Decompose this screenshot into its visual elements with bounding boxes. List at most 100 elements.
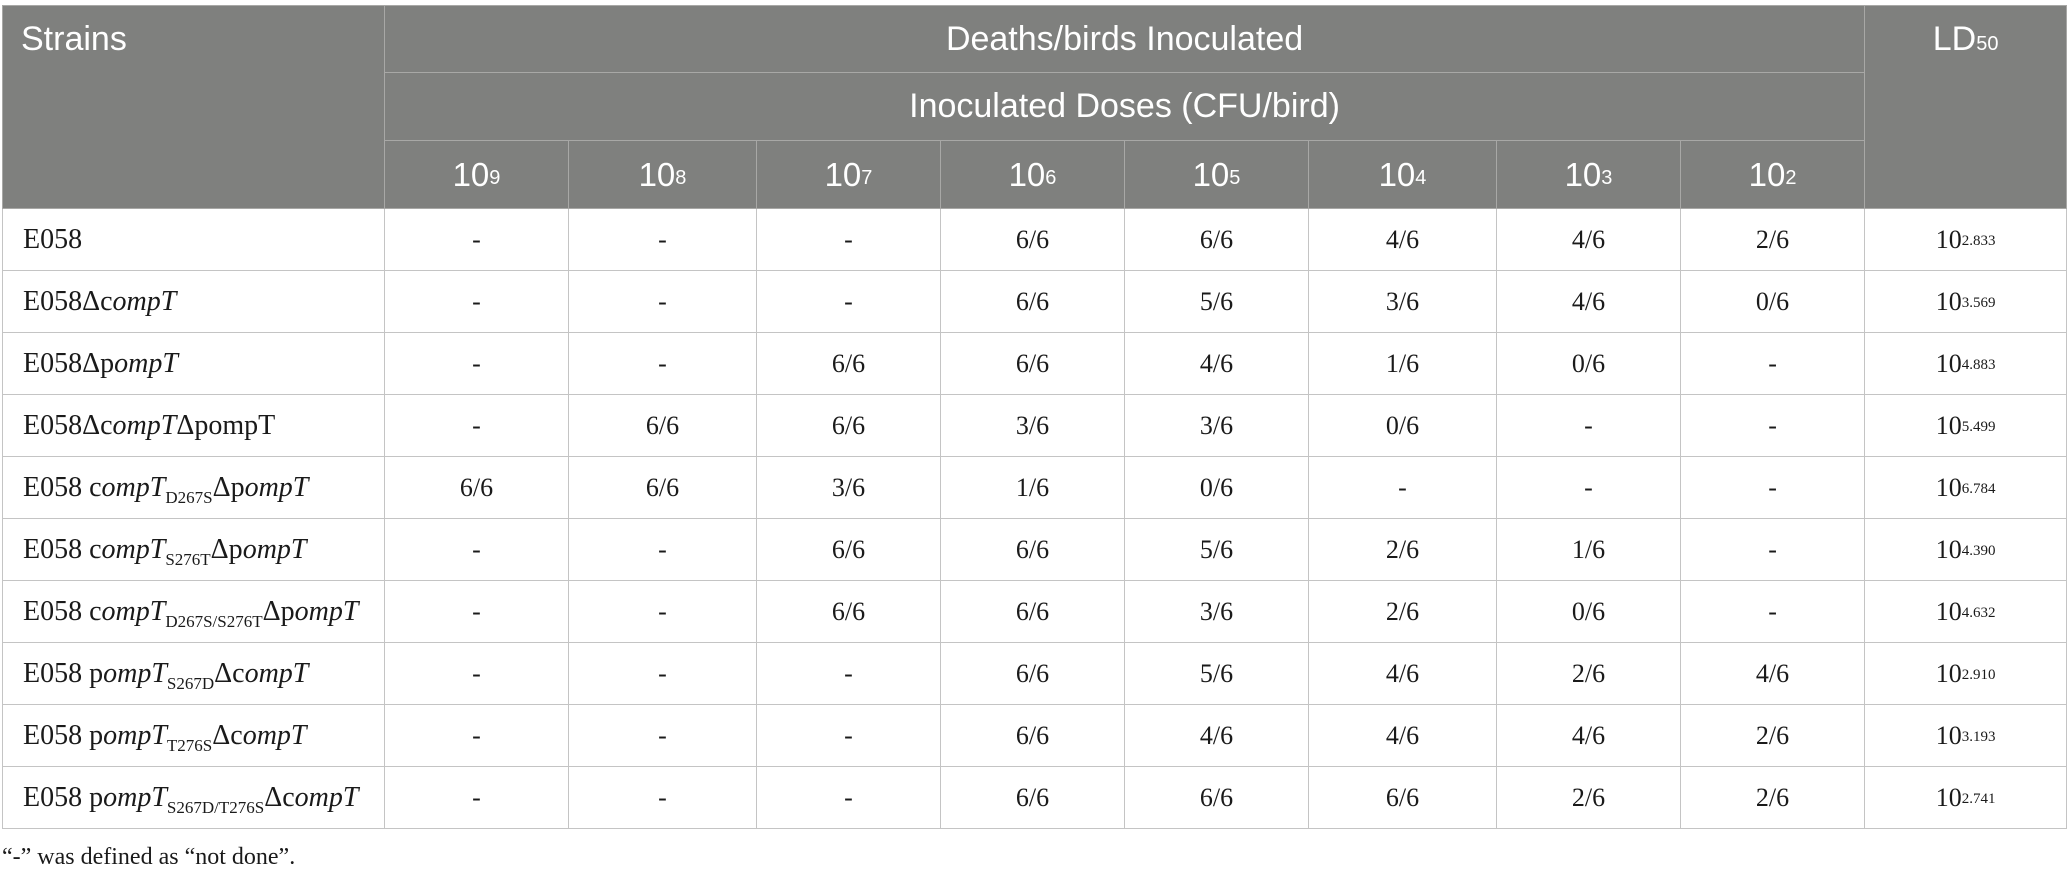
dose-header-4: 105 [1124, 140, 1309, 209]
value-cell: 1/6 [940, 456, 1125, 519]
strain-cell: E058 compTD267SΔpompT [2, 456, 385, 519]
value-cell: 4/6 [1308, 704, 1497, 767]
value-cell: - [1679, 580, 1866, 643]
ld50-cell: 102.910 [1864, 642, 2068, 705]
value-cell: 6/6 [756, 332, 941, 395]
value-cell: - [1679, 518, 1866, 581]
value-cell: - [756, 766, 941, 829]
value-cell: 3/6 [940, 394, 1125, 457]
strain-cell: E058ΔcompTΔpompT [2, 394, 385, 457]
value-cell: 4/6 [1679, 642, 1866, 705]
value-cell: - [384, 580, 569, 643]
ld50-cell: 103.569 [1864, 270, 2068, 333]
value-cell: 4/6 [1124, 332, 1309, 395]
value-cell: 6/6 [940, 766, 1125, 829]
value-cell: - [756, 270, 941, 333]
value-cell: 2/6 [1496, 766, 1681, 829]
value-cell: 6/6 [940, 518, 1125, 581]
value-cell: - [1679, 394, 1866, 457]
table-row: E058ΔcompTΔpompT -6/6 6/6 3/6 3/6 0/6- -105.49… [2, 394, 2068, 457]
value-cell: 6/6 [940, 332, 1125, 395]
value-cell: - [568, 518, 757, 581]
value-cell: - [1679, 456, 1866, 519]
value-cell: 6/6 [756, 518, 941, 581]
value-cell: - [568, 270, 757, 333]
value-cell: 6/6 [940, 642, 1125, 705]
value-cell: 2/6 [1679, 704, 1866, 767]
value-cell: - [384, 270, 569, 333]
value-cell: 2/6 [1496, 642, 1681, 705]
value-cell: 6/6 [1124, 208, 1309, 271]
value-cell: 5/6 [1124, 270, 1309, 333]
value-cell: 0/6 [1679, 270, 1866, 333]
ld50-header: LD50 [1864, 5, 2068, 209]
value-cell: 1/6 [1496, 518, 1681, 581]
value-cell: 6/6 [940, 704, 1125, 767]
strain-cell: E058 compTS276TΔpompT [2, 518, 385, 581]
table-row: E058- - -6/6 6/6 4/6 4/6 2/6 102.833 [2, 208, 2068, 271]
value-cell: 4/6 [1496, 208, 1681, 271]
strain-cell: E058ΔcompT [2, 270, 385, 333]
value-cell: 3/6 [756, 456, 941, 519]
value-cell: 6/6 [940, 580, 1125, 643]
ld50-cell: 102.833 [1864, 208, 2068, 271]
table-row: E058 compTS276TΔpompT - -6/6 6/6 5/6 2/6 1/6-1… [2, 518, 2068, 581]
value-cell: - [384, 642, 569, 705]
value-cell: - [384, 766, 569, 829]
value-cell: 4/6 [1496, 704, 1681, 767]
value-cell: 6/6 [1308, 766, 1497, 829]
ld50-cell: 104.390 [1864, 518, 2068, 581]
value-cell: - [568, 704, 757, 767]
value-cell: 2/6 [1679, 766, 1866, 829]
footnote: “-” was defined as “not done”. [2, 844, 296, 870]
ld50-cell: 103.193 [1864, 704, 2068, 767]
value-cell: 6/6 [940, 208, 1125, 271]
value-cell: 4/6 [1496, 270, 1681, 333]
value-cell: - [756, 208, 941, 271]
ld50-cell: 104.883 [1864, 332, 2068, 395]
table-row: E058 pompTS267D/T276SΔcompT - - -6/6 6/6 6/6 2… [2, 766, 2068, 829]
dose-header-5: 104 [1308, 140, 1497, 209]
value-cell: 5/6 [1124, 518, 1309, 581]
value-cell: - [384, 704, 569, 767]
dose-header-0: 109 [384, 140, 569, 209]
value-cell: 6/6 [756, 580, 941, 643]
value-cell: 4/6 [1308, 208, 1497, 271]
value-cell: - [756, 704, 941, 767]
table-row: E058ΔpompT - -6/6 6/6 4/6 1/6 0/6-104.883 [2, 332, 2068, 395]
strain-cell: E058 pompTS267D/T276SΔcompT [2, 766, 385, 829]
value-cell: 0/6 [1124, 456, 1309, 519]
ld50-cell: 106.784 [1864, 456, 2068, 519]
ld50-cell: 105.499 [1864, 394, 2068, 457]
value-cell: 2/6 [1308, 580, 1497, 643]
value-cell: 2/6 [1679, 208, 1866, 271]
table-row: E058 compTD267SΔpompT 6/6 6/6 3/6 1/6 0/6- - -1… [2, 456, 2068, 519]
value-cell: 4/6 [1124, 704, 1309, 767]
dose-header-7: 102 [1679, 140, 1866, 209]
value-cell: 1/6 [1308, 332, 1497, 395]
value-cell: - [1308, 456, 1497, 519]
ld50-cell: 104.632 [1864, 580, 2068, 643]
value-cell: 5/6 [1124, 642, 1309, 705]
value-cell: 6/6 [940, 270, 1125, 333]
value-cell: - [384, 394, 569, 457]
value-cell: - [568, 766, 757, 829]
ld50-cell: 102.741 [1864, 766, 2068, 829]
dose-header-2: 107 [756, 140, 941, 209]
strain-cell: E058 pompTS267DΔcompT [2, 642, 385, 705]
table-row: E058 pompTS267DΔcompT - - -6/6 5/6 4/6 2/6 4/6 1… [2, 642, 2068, 705]
dose-header-1: 108 [568, 140, 757, 209]
value-cell: 6/6 [568, 394, 757, 457]
value-cell: - [384, 332, 569, 395]
value-cell: 6/6 [568, 456, 757, 519]
value-cell: - [384, 208, 569, 271]
value-cell: - [568, 580, 757, 643]
value-cell: - [384, 518, 569, 581]
value-cell: - [568, 642, 757, 705]
strain-cell: E058 compTD267S/S276TΔpompT [2, 580, 385, 643]
deaths-header: Deaths/birds Inoculated [383, 5, 1866, 73]
value-cell: 3/6 [1124, 394, 1309, 457]
lethality-table: Strains Deaths/birds Inoculated LD50 Ino… [2, 5, 2068, 829]
value-cell: - [1679, 332, 1866, 395]
value-cell: 6/6 [1124, 766, 1309, 829]
